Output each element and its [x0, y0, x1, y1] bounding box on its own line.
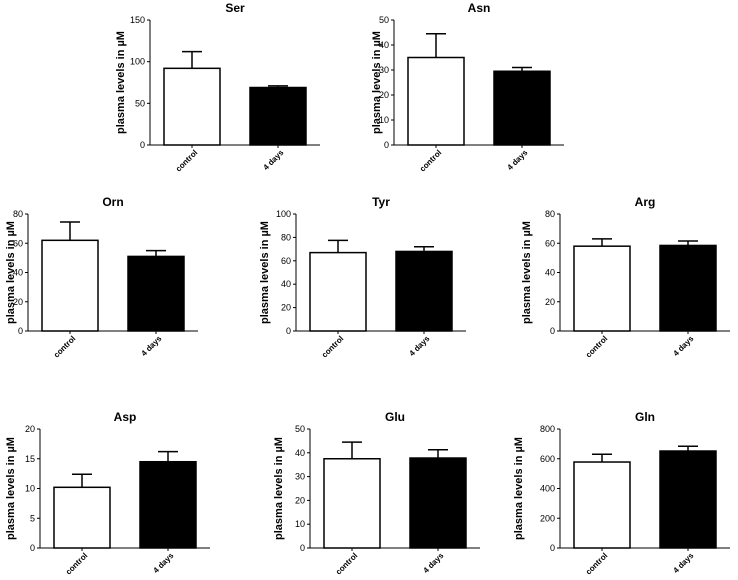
chart-title: Asp — [114, 410, 137, 424]
y-tick-label: 60 — [545, 238, 555, 248]
x-category-label: control — [418, 148, 444, 174]
x-category-label: 4 days — [421, 551, 445, 575]
x-category-label: control — [174, 148, 200, 174]
chart-title: Orn — [102, 195, 123, 209]
y-tick-label: 30 — [379, 65, 389, 75]
bar-control — [573, 245, 631, 332]
y-tick-label: 40 — [379, 40, 389, 50]
bar-control — [323, 458, 381, 549]
y-axis-label: plasma levels in µM — [5, 221, 17, 324]
y-axis-label: plasma levels in µM — [513, 437, 525, 540]
chart-panel-orn: Orn plasma levels in µM0 20 40 60 80 control 4 … — [5, 195, 198, 360]
y-axis-label: plasma levels in µM — [115, 31, 127, 134]
bar-treated — [249, 86, 307, 146]
chart-title: Gln — [635, 410, 655, 424]
chart-panel-asp: Asp plasma levels in µM 0 5 10 15 20 control 4 d… — [5, 410, 210, 577]
y-tick-label: 15 — [25, 454, 35, 464]
bar-control — [573, 461, 631, 549]
chart-title: Ser — [225, 1, 245, 15]
chart-panel-glu: Glu plasma levels in µM 0 10 20 30 40 50 control… — [273, 410, 480, 577]
y-tick-label: 40 — [545, 268, 555, 278]
x-category-label: control — [584, 334, 610, 360]
y-tick-label: 80 — [545, 209, 555, 219]
bar-treated — [659, 450, 717, 549]
chart-panel-gln: Gln plasma levels in µM 0 200 400 600 800 contr… — [513, 410, 730, 577]
y-tick-label: 20 — [295, 495, 305, 505]
y-tick-label: 0 — [286, 326, 291, 336]
x-category-label: 4 days — [261, 148, 285, 172]
y-tick-label: 800 — [540, 424, 555, 434]
y-tick-label: 0 — [300, 543, 305, 553]
x-category-label: control — [584, 551, 610, 577]
y-tick-label: 20 — [379, 90, 389, 100]
y-tick-label: 5 — [30, 513, 35, 523]
y-axis-label: plasma levels in µM — [273, 437, 285, 540]
y-tick-label: 40 — [281, 279, 291, 289]
y-tick-label: 60 — [281, 256, 291, 266]
bar-treated — [139, 460, 197, 549]
y-tick-label: 600 — [540, 454, 555, 464]
chart-panel-tyr: Tyr plasma levels in µM 0 20 40 60 80 100 contro… — [259, 195, 466, 360]
bar-treated — [127, 255, 185, 332]
y-tick-label: 50 — [379, 15, 389, 25]
y-tick-label: 200 — [540, 513, 555, 523]
chart-panel-ser: Ser plasma levels in µM 0 50 100 150 control 4 … — [115, 1, 320, 174]
chart-title: Tyr — [372, 195, 390, 209]
bar-treated — [493, 70, 551, 146]
y-tick-label: 80 — [13, 209, 23, 219]
y-tick-label: 50 — [295, 424, 305, 434]
bar-control — [407, 56, 465, 146]
y-tick-label: 20 — [545, 297, 555, 307]
y-tick-label: 40 — [295, 448, 305, 458]
x-category-label: control — [52, 334, 78, 360]
y-axis-label: plasma levels in µM — [371, 31, 383, 134]
chart-panel-arg: Arg plasma levels in µM 0 20 40 60 80 control 4 … — [521, 195, 730, 360]
y-tick-label: 0 — [30, 543, 35, 553]
y-tick-label: 100 — [130, 57, 145, 67]
x-category-label: control — [334, 551, 360, 577]
y-tick-label: 0 — [140, 140, 145, 150]
y-tick-label: 30 — [295, 472, 305, 482]
bar-control — [53, 486, 111, 549]
x-category-label: control — [320, 334, 346, 360]
y-tick-label: 20 — [13, 297, 23, 307]
bar-control — [163, 67, 221, 146]
y-tick-label: 400 — [540, 484, 555, 494]
x-category-label: 4 days — [671, 334, 695, 358]
y-tick-label: 60 — [13, 238, 23, 248]
y-tick-label: 20 — [25, 424, 35, 434]
y-tick-label: 10 — [25, 484, 35, 494]
bar-treated — [395, 250, 453, 332]
bar-control — [41, 239, 99, 332]
y-axis-label: plasma levels in µM — [5, 437, 17, 540]
y-tick-label: 0 — [384, 140, 389, 150]
y-tick-label: 100 — [276, 209, 291, 219]
x-category-label: 4 days — [671, 551, 695, 575]
y-axis-label: plasma levels in µM — [521, 221, 533, 324]
chart-panel-asn: Asn plasma levels in µM0 10 20 30 40 50 control… — [371, 1, 564, 174]
y-tick-label: 0 — [18, 326, 23, 336]
chart-title: Arg — [635, 195, 656, 209]
x-category-label: 4 days — [151, 551, 175, 575]
y-tick-label: 80 — [281, 232, 291, 242]
y-axis-label: plasma levels in µM — [259, 221, 271, 324]
chart-title: Asn — [468, 1, 491, 15]
bar-treated — [659, 244, 717, 332]
y-tick-label: 20 — [281, 303, 291, 313]
bar-control — [309, 251, 367, 332]
y-tick-label: 40 — [13, 268, 23, 278]
y-tick-label: 150 — [130, 15, 145, 25]
chart-title: Glu — [385, 410, 405, 424]
y-tick-label: 10 — [379, 115, 389, 125]
x-category-label: 4 days — [139, 334, 163, 358]
y-tick-label: 50 — [135, 98, 145, 108]
y-tick-label: 0 — [550, 326, 555, 336]
y-tick-label: 0 — [550, 543, 555, 553]
bar-treated — [409, 457, 467, 549]
x-category-label: 4 days — [505, 148, 529, 172]
y-tick-label: 10 — [295, 519, 305, 529]
x-category-label: 4 days — [407, 334, 431, 358]
x-category-label: control — [64, 551, 90, 577]
